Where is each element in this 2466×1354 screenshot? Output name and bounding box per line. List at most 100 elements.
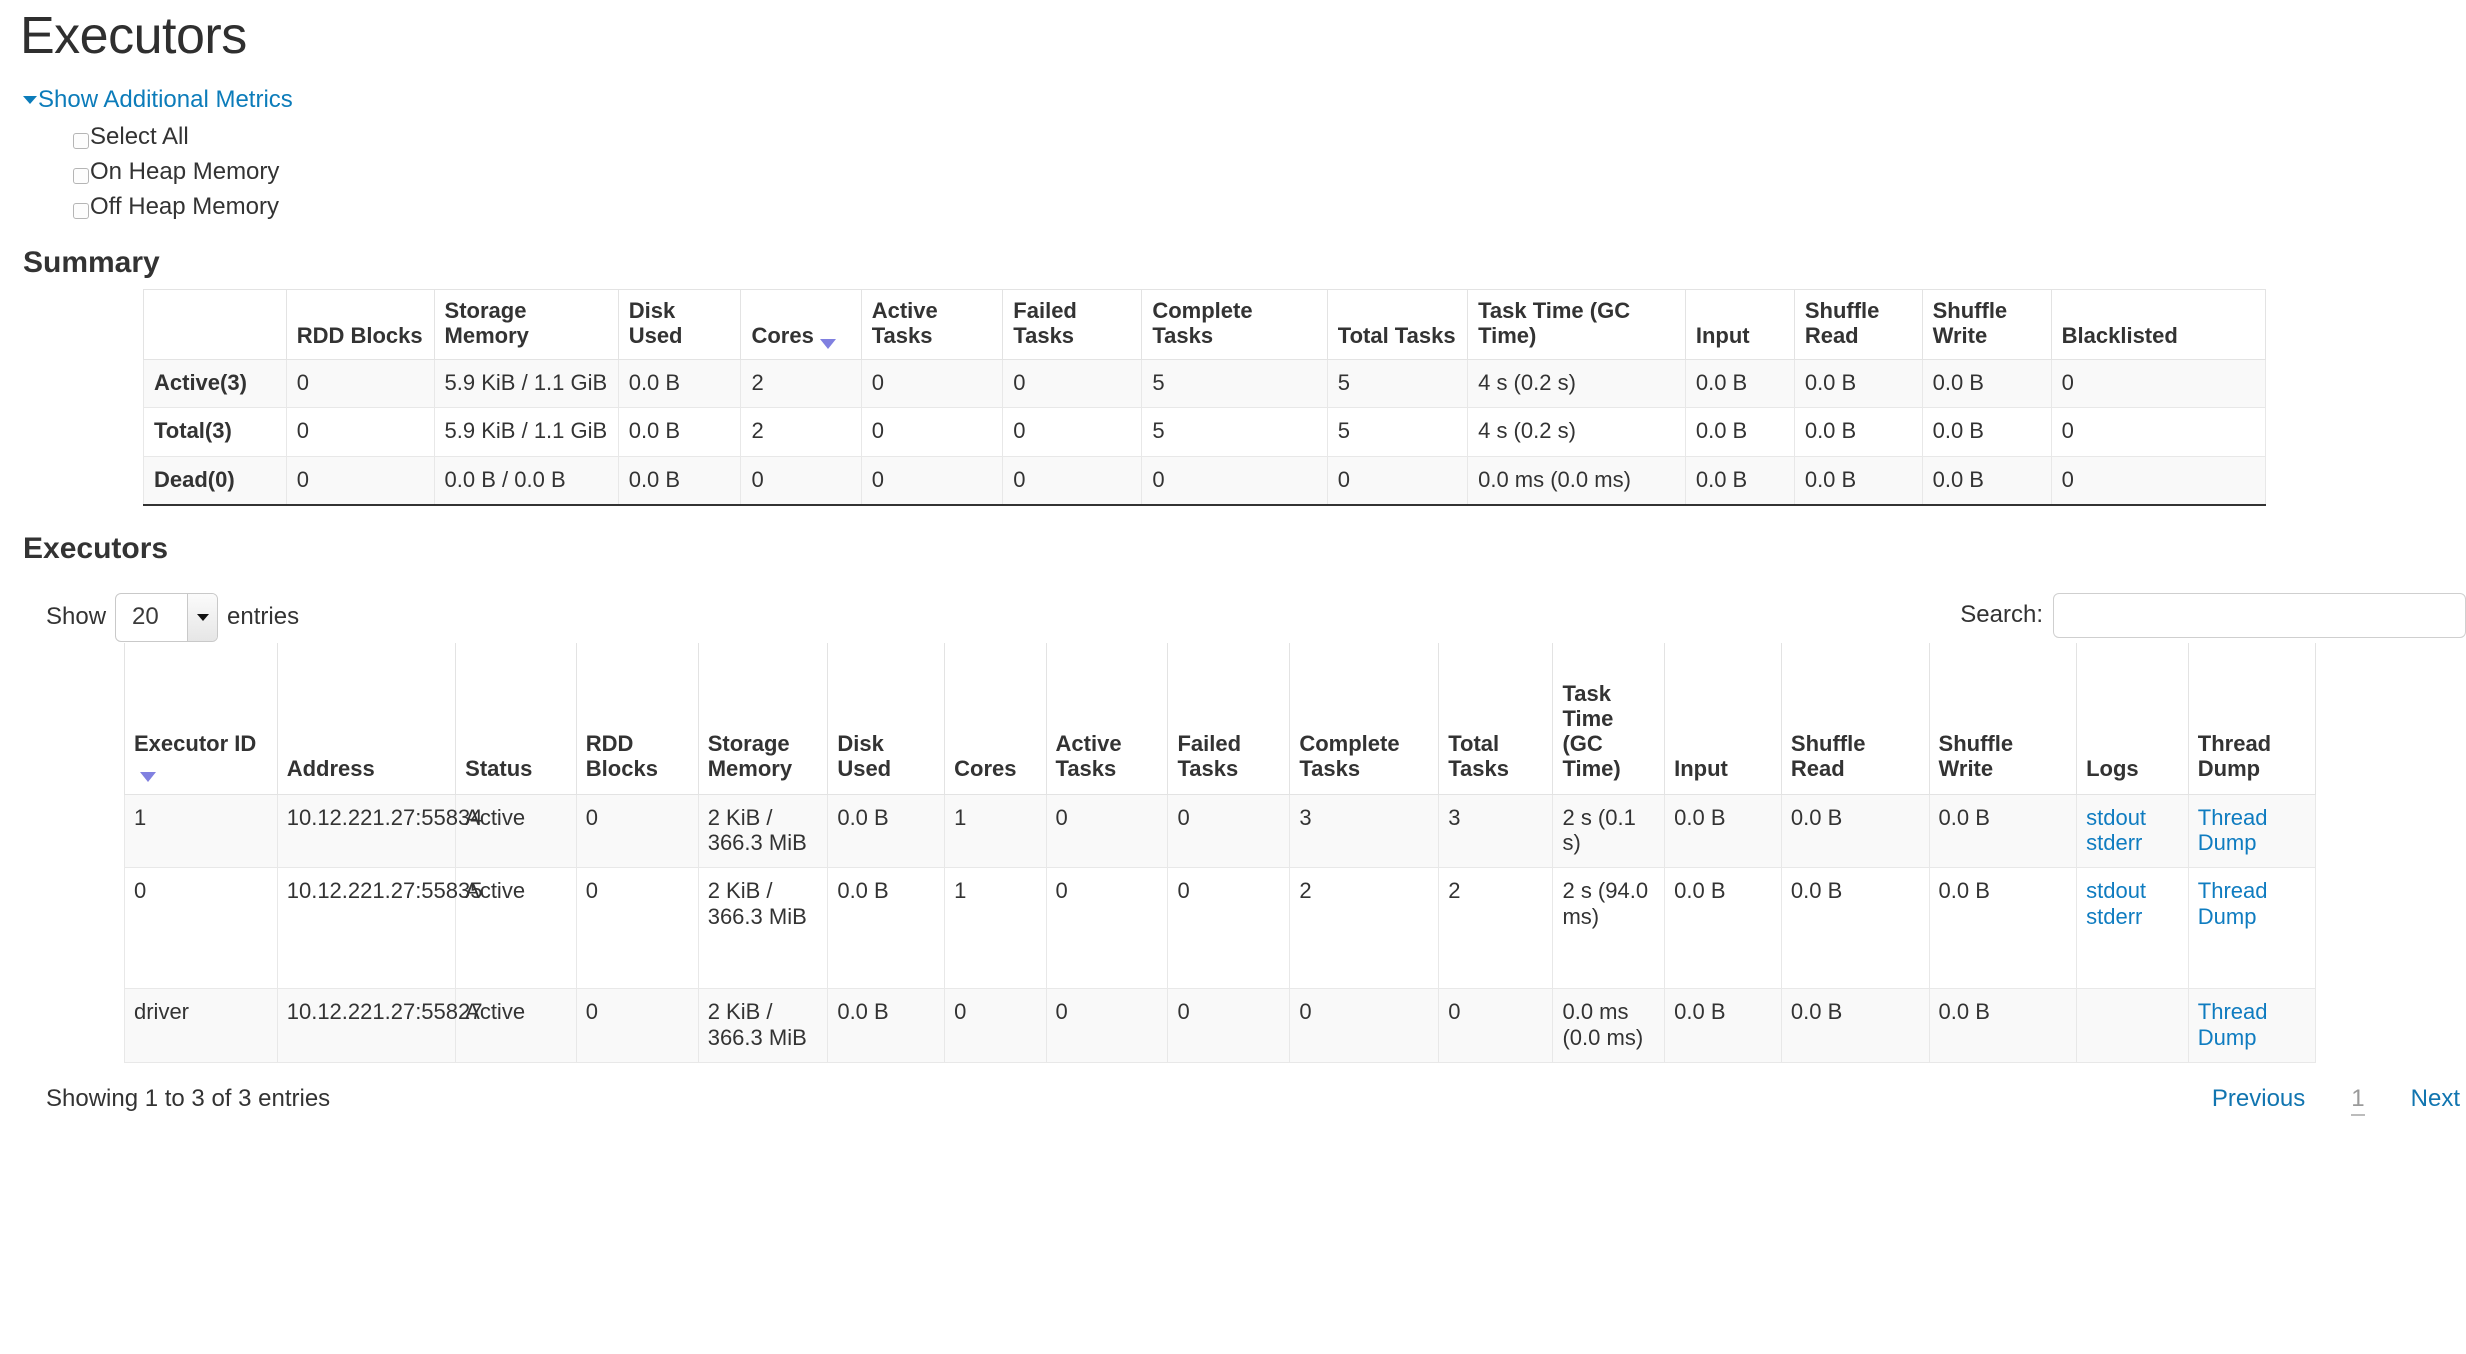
summary-row-label: Dead(0) — [143, 455, 287, 506]
summary-col-blacklisted[interactable]: Blacklisted — [2050, 289, 2267, 360]
exec-cell-address: 10.12.221.27:55834 — [276, 793, 482, 869]
metric-option-select-all[interactable]: Select All — [73, 119, 2466, 154]
exec-col-executor-id[interactable]: Executor ID — [124, 642, 278, 795]
summary-col-label[interactable] — [143, 289, 287, 360]
summary-cell-shuffle-read: 0.0 B — [1793, 455, 1923, 506]
summary-col-active-tasks[interactable]: Active Tasks — [860, 289, 1004, 360]
summary-cell-complete-tasks: 5 — [1141, 407, 1328, 457]
additional-metrics-list: Select All On Heap Memory Off Heap Memor… — [23, 119, 2466, 224]
stderr-link[interactable]: stderr — [2086, 903, 2143, 929]
off-heap-memory-label: Off Heap Memory — [90, 192, 279, 220]
exec-cell-total-tasks: 0 — [1438, 988, 1554, 1063]
summary-cell-disk-used: 0.0 B — [617, 455, 742, 506]
exec-col-shuffle-write[interactable]: Shuffle Write — [1928, 642, 2078, 795]
summary-cell-blacklisted: 0 — [2050, 407, 2267, 457]
exec-cell-shuffle-write: 0.0 B — [1928, 988, 2078, 1063]
exec-col-thread-dump[interactable]: Thread Dump — [2187, 642, 2317, 795]
summary-col-task-time[interactable]: Task Time (GC Time) — [1467, 289, 1686, 360]
sort-descending-icon — [819, 339, 836, 350]
summary-col-total-tasks[interactable]: Total Tasks — [1326, 289, 1469, 360]
show-additional-metrics-toggle[interactable]: Show Additional Metrics — [23, 88, 293, 112]
exec-cell-failed-tasks: 0 — [1167, 793, 1291, 869]
summary-header-row: RDD Blocks Storage Memory Disk Used Core… — [143, 289, 2267, 360]
next-page-button[interactable]: Next — [2410, 1084, 2460, 1112]
exec-cell-active-tasks: 0 — [1045, 988, 1169, 1063]
exec-col-complete-tasks[interactable]: Complete Tasks — [1289, 642, 1440, 795]
exec-cell-shuffle-write: 0.0 B — [1928, 867, 2078, 990]
stderr-link[interactable]: stderr — [2086, 830, 2143, 856]
summary-table-container: RDD Blocks Storage Memory Disk Used Core… — [0, 289, 2466, 506]
exec-cell-rdd-blocks: 0 — [575, 867, 699, 990]
exec-cell-complete-tasks: 0 — [1289, 988, 1440, 1063]
summary-col-shuffle-write[interactable]: Shuffle Write — [1921, 289, 2052, 360]
executors-table: Executor ID Address Status RDD Blocks St… — [124, 642, 2317, 1063]
summary-cell-blacklisted: 0 — [2050, 455, 2267, 506]
exec-col-total-tasks[interactable]: Total Tasks — [1438, 642, 1554, 795]
exec-col-status[interactable]: Status — [455, 642, 577, 795]
summary-col-disk-used[interactable]: Disk Used — [617, 289, 742, 360]
stdout-link[interactable]: stdout — [2086, 878, 2147, 904]
summary-col-storage-memory[interactable]: Storage Memory — [433, 289, 619, 360]
exec-col-rdd-blocks[interactable]: RDD Blocks — [575, 642, 699, 795]
select-all-checkbox[interactable] — [73, 132, 89, 149]
exec-col-disk-used[interactable]: Disk Used — [827, 642, 946, 795]
exec-cell-logs: stdout stderr — [2076, 793, 2189, 869]
summary-col-failed-tasks[interactable]: Failed Tasks — [1002, 289, 1143, 360]
on-heap-memory-checkbox[interactable] — [73, 167, 89, 184]
summary-col-shuffle-read[interactable]: Shuffle Read — [1793, 289, 1923, 360]
exec-cell-status: Active — [455, 793, 577, 869]
thread-dump-link[interactable]: Thread Dump — [2197, 878, 2268, 929]
exec-cell-storage-memory: 2 KiB / 366.3 MiB — [697, 793, 829, 869]
exec-cell-disk-used: 0.0 B — [827, 867, 946, 990]
table-row: 0 10.12.221.27:55835 Active 0 2 KiB / 36… — [124, 867, 2317, 990]
exec-col-cores[interactable]: Cores — [944, 642, 1047, 795]
exec-cell-complete-tasks: 3 — [1289, 793, 1440, 869]
exec-cell-logs: stdout stderr — [2076, 867, 2189, 990]
exec-col-active-tasks[interactable]: Active Tasks — [1045, 642, 1169, 795]
exec-cell-task-time: 2 s (0.1 s) — [1552, 793, 1666, 869]
datatable-controls: Show 20 entries Search: — [0, 579, 2466, 643]
exec-cell-task-time: 2 s (94.0 ms) — [1552, 867, 1666, 990]
exec-cell-cores: 1 — [944, 793, 1047, 869]
exec-col-storage-memory[interactable]: Storage Memory — [697, 642, 829, 795]
summary-cell-task-time: 4 s (0.2 s) — [1467, 358, 1686, 409]
metric-option-on-heap-memory[interactable]: On Heap Memory — [73, 154, 2466, 189]
exec-col-logs[interactable]: Logs — [2076, 642, 2189, 795]
exec-cell-rdd-blocks: 0 — [575, 793, 699, 869]
exec-col-input[interactable]: Input — [1664, 642, 1782, 795]
page-length-select[interactable]: 20 — [115, 592, 219, 642]
exec-cell-status: Active — [455, 988, 577, 1063]
summary-cell-total-tasks: 5 — [1326, 407, 1469, 457]
exec-cell-rdd-blocks: 0 — [575, 988, 699, 1063]
summary-col-complete-tasks[interactable]: Complete Tasks — [1141, 289, 1328, 360]
exec-col-task-time[interactable]: Task Time (GC Time) — [1552, 642, 1666, 795]
exec-cell-total-tasks: 2 — [1438, 867, 1554, 990]
exec-cell-storage-memory: 2 KiB / 366.3 MiB — [697, 988, 829, 1063]
previous-page-button[interactable]: Previous — [2211, 1084, 2306, 1112]
exec-cell-task-time: 0.0 ms (0.0 ms) — [1552, 988, 1666, 1063]
chevron-down-icon — [187, 593, 218, 641]
summary-col-cores[interactable]: Cores — [740, 289, 862, 360]
show-additional-metrics-label: Show Additional Metrics — [38, 86, 293, 114]
exec-cell-input: 0.0 B — [1664, 867, 1782, 990]
summary-col-rdd-blocks[interactable]: RDD Blocks — [285, 289, 435, 360]
stdout-link[interactable]: stdout — [2086, 804, 2147, 830]
exec-cell-failed-tasks: 0 — [1167, 988, 1291, 1063]
search-input[interactable] — [2053, 592, 2466, 638]
summary-col-input[interactable]: Input — [1684, 289, 1795, 360]
exec-col-address[interactable]: Address — [276, 642, 457, 795]
summary-row-total: Total(3) 0 5.9 KiB / 1.1 GiB 0.0 B 2 0 0… — [143, 407, 2267, 457]
exec-col-shuffle-read[interactable]: Shuffle Read — [1780, 642, 1930, 795]
page-number-1[interactable]: 1 — [2351, 1085, 2365, 1116]
summary-cell-input: 0.0 B — [1684, 407, 1795, 457]
exec-col-failed-tasks[interactable]: Failed Tasks — [1167, 642, 1291, 795]
exec-cell-cores: 1 — [944, 867, 1047, 990]
thread-dump-link[interactable]: Thread Dump — [2197, 804, 2268, 856]
off-heap-memory-checkbox[interactable] — [73, 202, 89, 219]
thread-dump-link[interactable]: Thread Dump — [2197, 999, 2268, 1050]
summary-cell-failed-tasks: 0 — [1002, 358, 1143, 409]
summary-cell-disk-used: 0.0 B — [617, 358, 742, 409]
exec-cell-disk-used: 0.0 B — [827, 988, 946, 1063]
metric-option-off-heap-memory[interactable]: Off Heap Memory — [73, 189, 2466, 224]
summary-cell-shuffle-write: 0.0 B — [1921, 407, 2052, 457]
